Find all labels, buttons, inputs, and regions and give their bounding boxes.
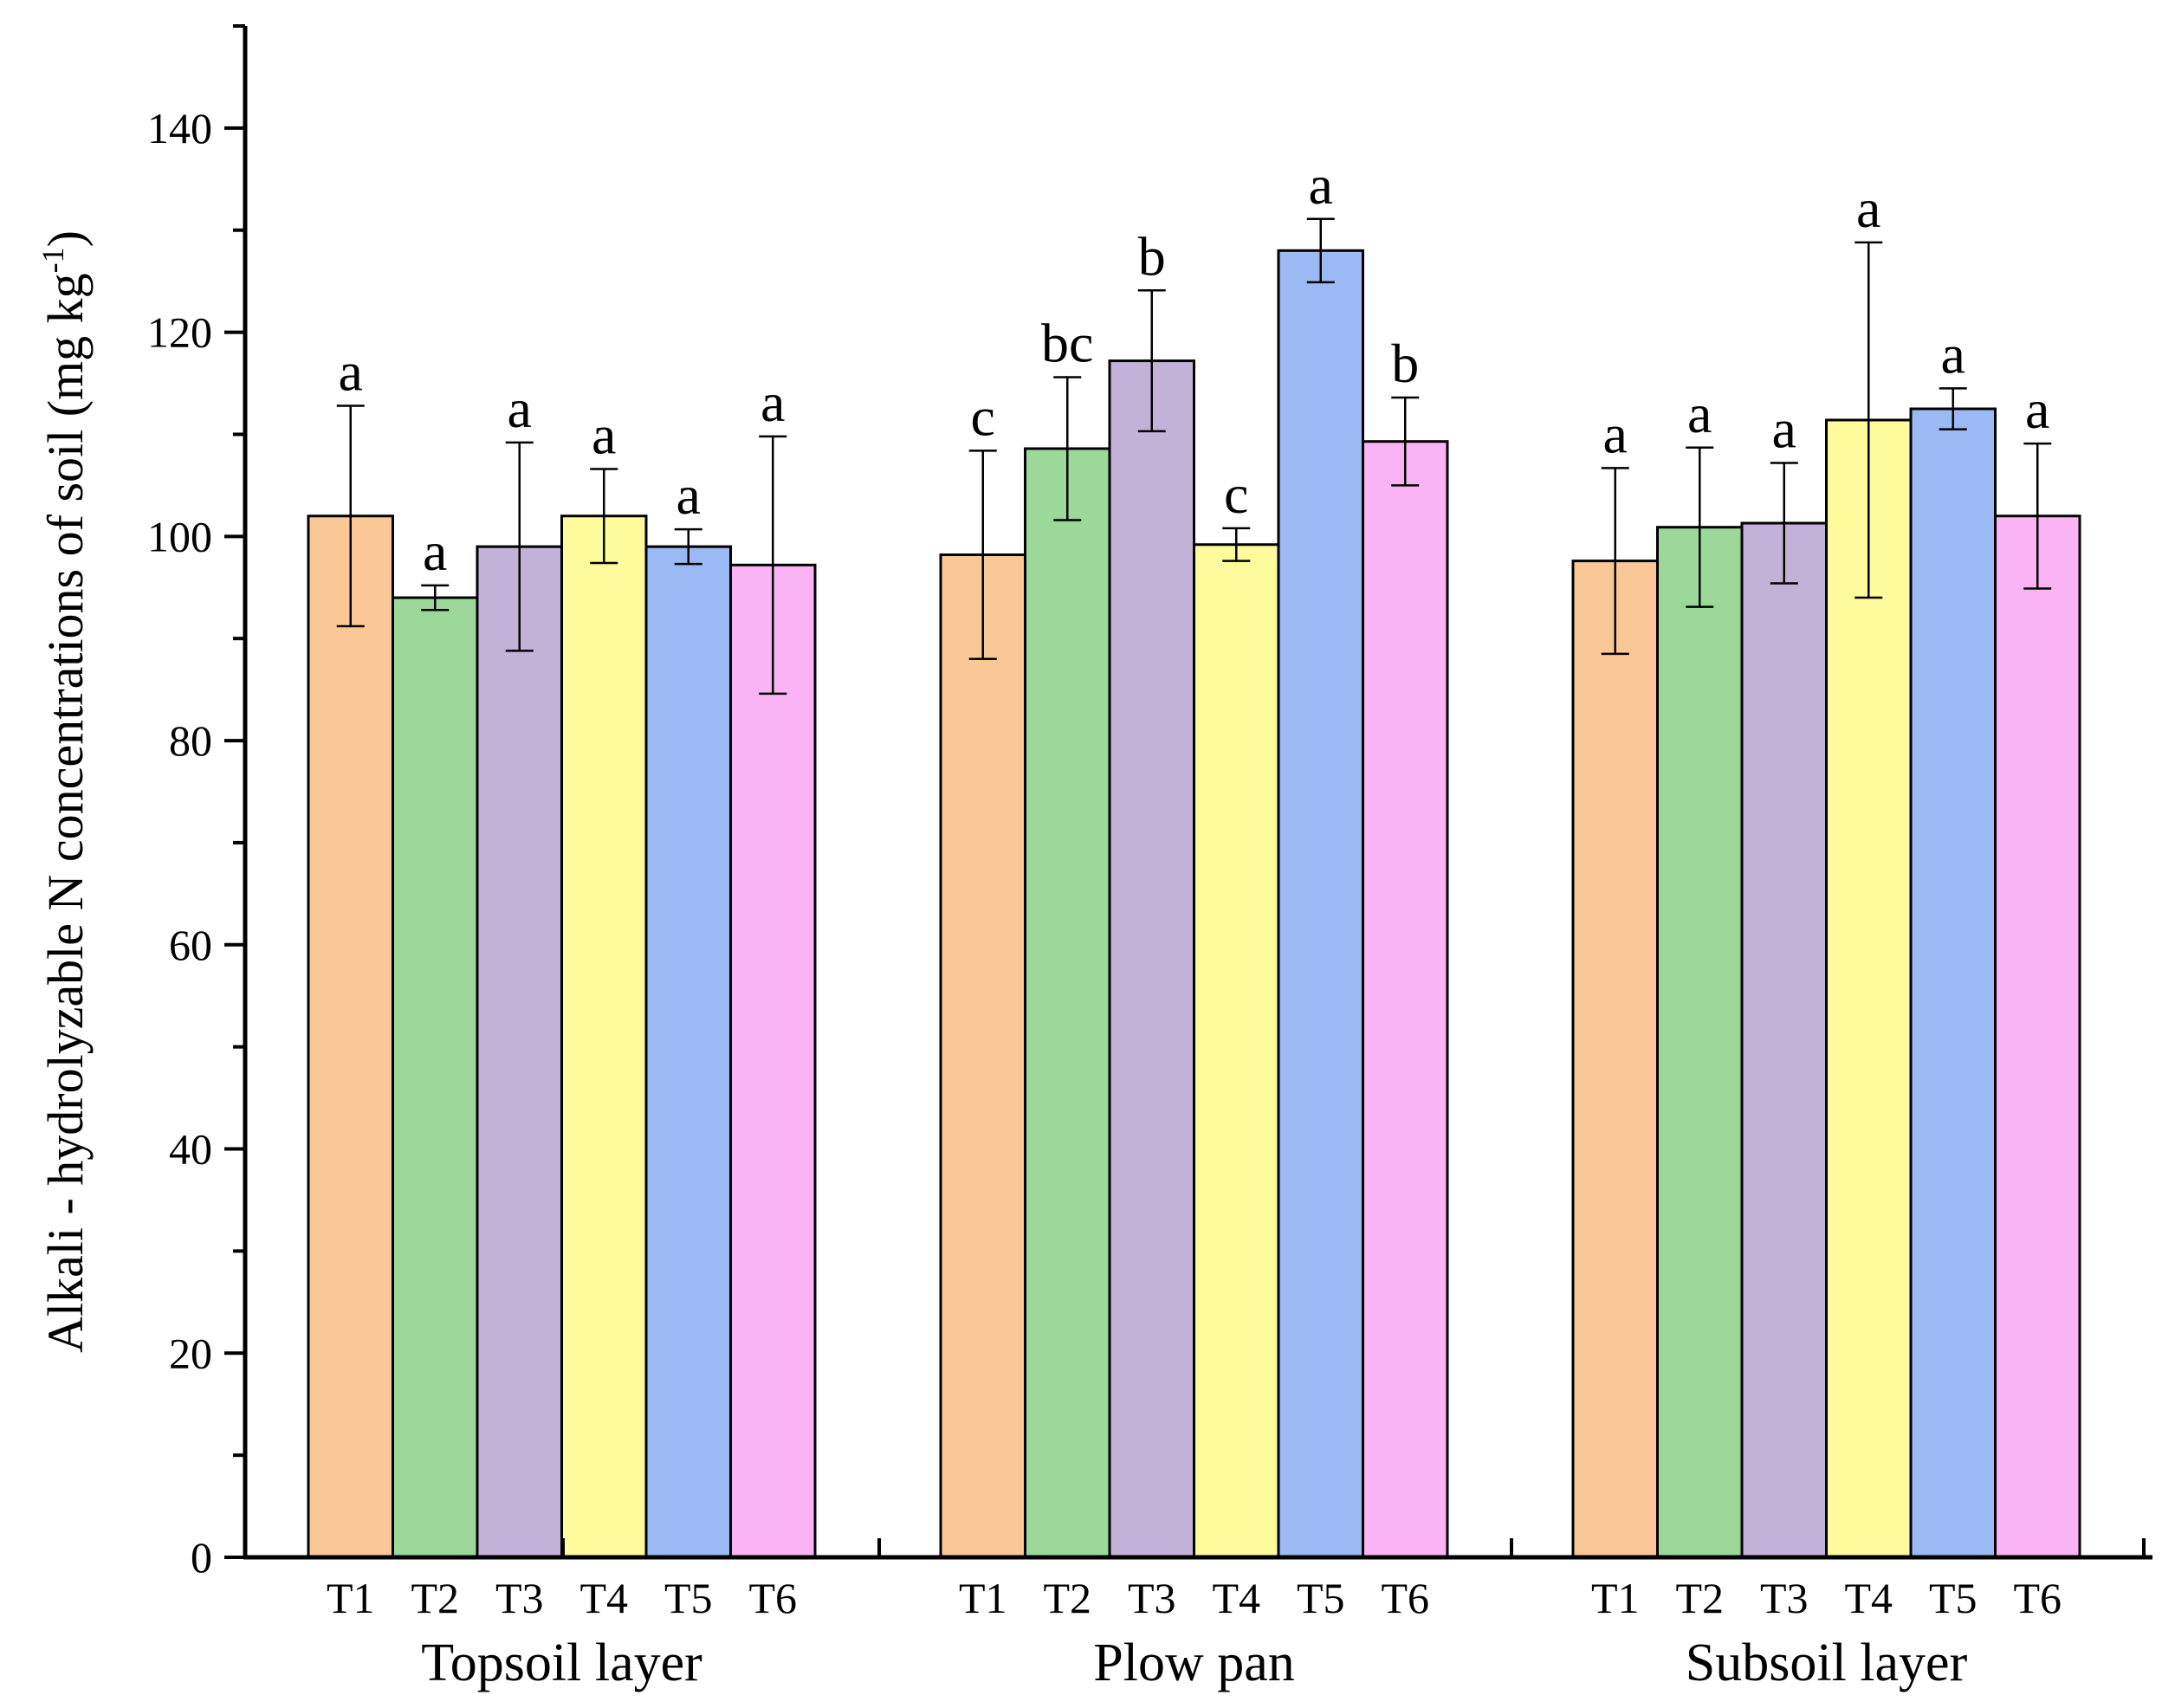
x-tick-label: T4 xyxy=(1844,1574,1893,1622)
bar xyxy=(392,596,479,1559)
y-tick-label: 40 xyxy=(169,1125,212,1174)
bar xyxy=(476,545,563,1559)
y-tick-label: 60 xyxy=(169,921,212,969)
x-tick-label: T5 xyxy=(664,1574,713,1622)
y-axis-title: Alkali - hydrolyzable N concentrations o… xyxy=(36,230,94,1353)
y-tick-label: 0 xyxy=(191,1533,212,1582)
bar xyxy=(729,563,817,1559)
x-tick-label: T2 xyxy=(1043,1574,1091,1622)
significance-letter: a xyxy=(1772,398,1796,459)
significance-letter: a xyxy=(339,340,363,402)
significance-letter: a xyxy=(508,378,532,439)
group-label: Topsoil layer xyxy=(421,1634,702,1692)
error-bars-layer xyxy=(336,217,2052,695)
significance-letter: c xyxy=(971,385,995,447)
y-axis-title-close: ) xyxy=(37,230,94,247)
bar xyxy=(1994,514,2081,1559)
bar xyxy=(560,514,648,1559)
significance-letter: a xyxy=(592,404,616,466)
significance-letter: c xyxy=(1224,463,1248,525)
significance-letter: a xyxy=(1941,323,1965,385)
x-tick-label: T1 xyxy=(327,1574,375,1622)
y-tick-label: 120 xyxy=(147,308,212,357)
x-tick-label: T4 xyxy=(579,1574,628,1622)
y-ticks-layer: 0 20 40 60 80 100 120 140 xyxy=(147,24,2146,1582)
x-tick-label: T5 xyxy=(1929,1574,1978,1622)
significance-letter: a xyxy=(676,464,701,526)
y-axis-title-main: Alkali - hydrolyzable N concentrations o… xyxy=(37,273,94,1353)
bar xyxy=(1571,560,1659,1559)
bar xyxy=(939,553,1026,1559)
x-tick-label: T3 xyxy=(495,1574,544,1622)
significance-letter: bc xyxy=(1041,312,1093,373)
bar xyxy=(307,514,394,1559)
bar xyxy=(1193,543,1280,1559)
x-tick-label: T2 xyxy=(1675,1574,1724,1622)
x-tick-label: T6 xyxy=(2013,1574,2062,1622)
bar xyxy=(1277,249,1364,1559)
significance-letter: a xyxy=(1309,154,1333,216)
bar xyxy=(1825,418,1913,1559)
x-tick-label: T6 xyxy=(1381,1574,1429,1622)
bar xyxy=(1656,526,1744,1559)
bar xyxy=(1108,359,1195,1559)
bar xyxy=(1909,407,1997,1559)
significance-letter: a xyxy=(423,521,447,582)
significance-letter: a xyxy=(761,372,785,433)
significance-letter: a xyxy=(1856,178,1880,239)
x-labels-layer: T1 T2 T3 T4 T5 T6 Topsoil layer T1 T2 T3 T4 T5 T6 Plo… xyxy=(327,1574,2062,1692)
x-tick-label: T1 xyxy=(959,1574,1007,1622)
y-axis-title-superscript: -1 xyxy=(36,247,70,273)
x-tick-label: T6 xyxy=(748,1574,797,1622)
significance-letter: a xyxy=(2025,378,2049,440)
y-tick-label: 80 xyxy=(169,716,212,765)
bar xyxy=(1362,440,1449,1559)
significance-letter: a xyxy=(1603,403,1628,464)
significance-letter: a xyxy=(1687,383,1712,444)
significance-letter: b xyxy=(1138,225,1166,287)
x-tick-label: T3 xyxy=(1760,1574,1809,1622)
x-tick-label: T2 xyxy=(411,1574,459,1622)
bar xyxy=(1024,447,1111,1559)
bar xyxy=(1740,521,1828,1559)
group-label: Subsoil layer xyxy=(1686,1634,1968,1692)
x-tick-label: T5 xyxy=(1297,1574,1345,1622)
x-tick-label: T1 xyxy=(1591,1574,1640,1622)
bars-layer xyxy=(307,249,2081,1559)
significance-letter: b xyxy=(1391,333,1419,394)
y-tick-label: 100 xyxy=(147,512,212,560)
x-tick-label: T4 xyxy=(1212,1574,1260,1622)
x-tick-label: T3 xyxy=(1128,1574,1176,1622)
group-label: Plow pan xyxy=(1093,1634,1295,1692)
y-tick-label: 140 xyxy=(147,104,212,152)
y-tick-label: 20 xyxy=(169,1329,212,1377)
bar xyxy=(644,545,732,1559)
